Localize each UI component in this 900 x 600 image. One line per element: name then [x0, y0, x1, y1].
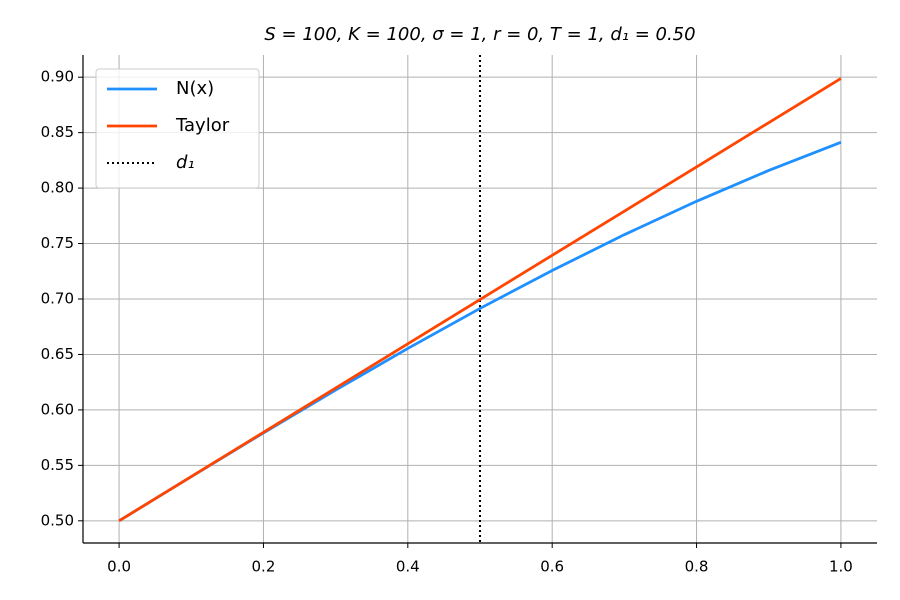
x-tick-label: 1.0	[829, 558, 853, 576]
y-tick-label: 0.55	[41, 456, 74, 474]
y-tick-label: 0.80	[41, 179, 74, 197]
line-series	[118, 77, 842, 523]
chart-title: S = 100, K = 100, σ = 1, r = 0, T = 1, d…	[264, 24, 695, 45]
y-tick-label: 0.50	[41, 511, 74, 529]
y-tick-label: 0.90	[41, 68, 74, 86]
legend-label: N(x)	[176, 78, 214, 99]
x-tick-label: 0.0	[107, 558, 131, 576]
y-tick-label: 0.70	[41, 290, 74, 308]
legend-label: d₁	[176, 152, 195, 173]
y-tick-label: 0.60	[41, 400, 74, 418]
legend-box	[95, 68, 260, 189]
y-tick-label: 0.65	[41, 345, 74, 363]
x-tick-label: 0.2	[252, 558, 276, 576]
y-tick-label: 0.75	[41, 234, 74, 252]
legend-label: Taylor	[175, 115, 230, 136]
x-tick-label: 0.8	[685, 558, 709, 576]
y-tick-label: 0.85	[41, 123, 74, 141]
x-tick-label: 0.6	[540, 558, 564, 576]
x-tick-label: 0.4	[396, 558, 420, 576]
